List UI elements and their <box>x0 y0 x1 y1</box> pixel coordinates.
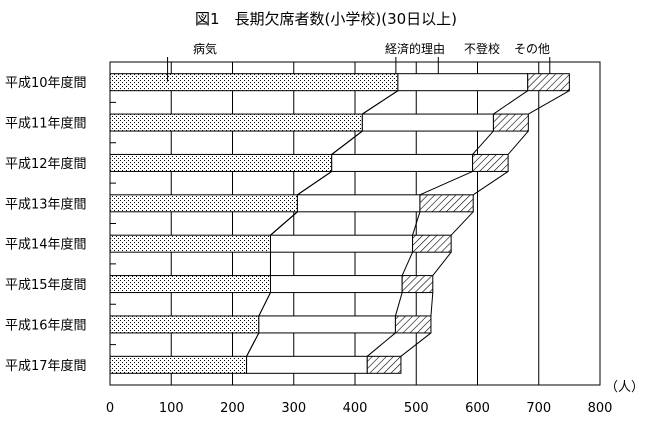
bar-segment <box>419 194 474 213</box>
bar-segment <box>412 234 452 253</box>
x-tick-label: 100 <box>159 401 184 416</box>
bar-segment <box>331 153 474 172</box>
bar-segment <box>258 315 396 334</box>
connector-line <box>400 332 432 357</box>
category-label: 平成14年度間 <box>5 237 87 253</box>
connector-line <box>528 90 570 115</box>
bar-segment <box>492 113 529 132</box>
x-tick-label: 400 <box>343 401 368 416</box>
x-tick-label: 500 <box>404 401 429 416</box>
series-label: 不登校 <box>464 41 500 56</box>
series-label: 経済的理由 <box>385 41 445 56</box>
x-tick-label: 300 <box>281 401 306 416</box>
category-label: 平成16年度間 <box>5 317 87 333</box>
bar-segment <box>109 113 363 132</box>
bar-segment <box>527 73 570 92</box>
connector-line <box>331 130 363 155</box>
bar-segment <box>109 275 271 294</box>
x-tick-label: 0 <box>106 401 114 416</box>
connector-line <box>472 171 509 196</box>
category-label: 平成10年度間 <box>5 75 87 91</box>
category-label: 平成15年度間 <box>5 277 87 293</box>
series-label: 病気 <box>193 41 217 56</box>
connector-line <box>366 332 396 357</box>
x-tick-label: 700 <box>526 401 551 416</box>
connector-line <box>432 251 452 276</box>
bar-segment <box>109 315 260 334</box>
chart-title: 図1 長期欠席者数(小学校)(30日以上) <box>195 10 457 28</box>
connector-line <box>401 251 414 276</box>
connector-line <box>246 332 260 357</box>
connector-line <box>450 211 474 236</box>
plot-area: 平成10年度間平成11年度間平成12年度間平成13年度間平成14年度間平成15年… <box>5 41 644 416</box>
x-tick-label: 200 <box>220 401 245 416</box>
bar-segment <box>394 315 432 334</box>
bar-segment <box>109 194 298 213</box>
category-label: 平成13年度間 <box>5 196 87 212</box>
bar-segment <box>269 234 414 253</box>
bar-segment <box>109 73 399 92</box>
bar-segment <box>361 113 494 132</box>
bar-segment <box>296 194 421 213</box>
unit-label: （人） <box>605 380 644 395</box>
connector-line <box>430 292 434 316</box>
bar-segment <box>269 275 403 294</box>
category-label: 平成12年度間 <box>5 156 87 172</box>
connector-line <box>394 292 403 317</box>
bar-segment <box>109 355 248 374</box>
connector-line <box>493 90 529 115</box>
bar-segment <box>472 153 509 172</box>
x-tick-label: 800 <box>588 401 613 416</box>
bar-segment <box>397 73 529 92</box>
connector-line <box>362 90 399 115</box>
connector-line <box>419 170 473 196</box>
connector-line <box>258 292 271 317</box>
connector-line <box>507 130 529 155</box>
connector-line <box>472 130 494 155</box>
connector-line <box>412 211 421 236</box>
connector-line <box>270 211 298 236</box>
bar-segment <box>109 153 333 172</box>
connector-line <box>297 171 333 196</box>
bar-segment <box>366 355 402 374</box>
category-label: 平成11年度間 <box>5 116 87 132</box>
x-tick-label: 600 <box>465 401 490 416</box>
bar-segment <box>246 355 368 374</box>
series-label: その他 <box>514 42 550 56</box>
bar-segment <box>109 234 271 253</box>
category-label: 平成17年度間 <box>5 358 87 374</box>
bar-segment <box>401 275 434 294</box>
